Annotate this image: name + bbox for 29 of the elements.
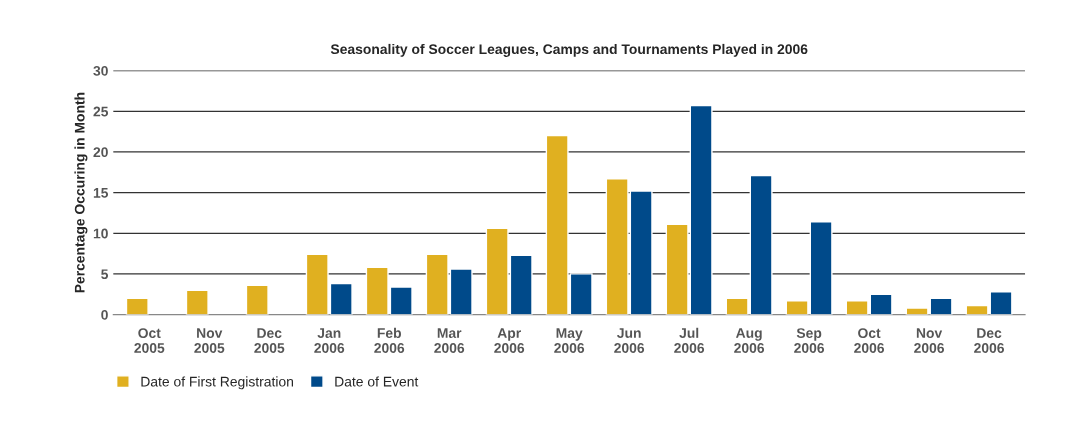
y-tick-label: 25: [93, 106, 109, 117]
x-tick-label: Sep 2006: [794, 328, 825, 353]
y-tick-label: 0: [101, 309, 108, 320]
y-tick-label: 15: [93, 188, 109, 198]
x-tick-label: Feb 2006: [374, 327, 405, 353]
x-tick-label: Nov 2005: [194, 328, 225, 353]
bar: [185, 289, 209, 315]
x-tick-label: Dec 2005: [254, 328, 285, 353]
y-axis-title: Percentage Occuring in Month: [74, 92, 88, 293]
x-tick-label: Aug 2006: [734, 328, 765, 353]
x-tick-label: Jun 2006: [614, 328, 645, 353]
y-tick-label: 5: [101, 269, 109, 280]
bar: [245, 284, 269, 315]
x-tick-label: Dec 2006: [974, 328, 1005, 353]
x-tick-label: Jan 2006: [314, 328, 345, 353]
y-tick-label: 10: [93, 228, 108, 239]
x-tick-label: Jul 2006: [674, 327, 705, 353]
bar: [125, 297, 149, 315]
x-tick-label: Apr 2006: [494, 328, 525, 353]
chart-title: Seasonality of Soccer Leagues, Camps and Tournaments Played in 2006: [330, 43, 808, 57]
x-tick-label: Nov 2006: [914, 328, 945, 353]
legend-label: Date of First Registration: [141, 376, 293, 390]
y-tick-label: 30: [93, 65, 108, 76]
x-tick-label: May 2006: [554, 328, 585, 353]
legend-label: Date of Event: [335, 376, 419, 387]
y-tick-label: 20: [93, 147, 108, 158]
x-tick-label: Mar 2006: [434, 328, 465, 353]
x-tick-label: Oct 2006: [854, 328, 885, 353]
x-tick-label: Oct 2005: [134, 328, 165, 353]
